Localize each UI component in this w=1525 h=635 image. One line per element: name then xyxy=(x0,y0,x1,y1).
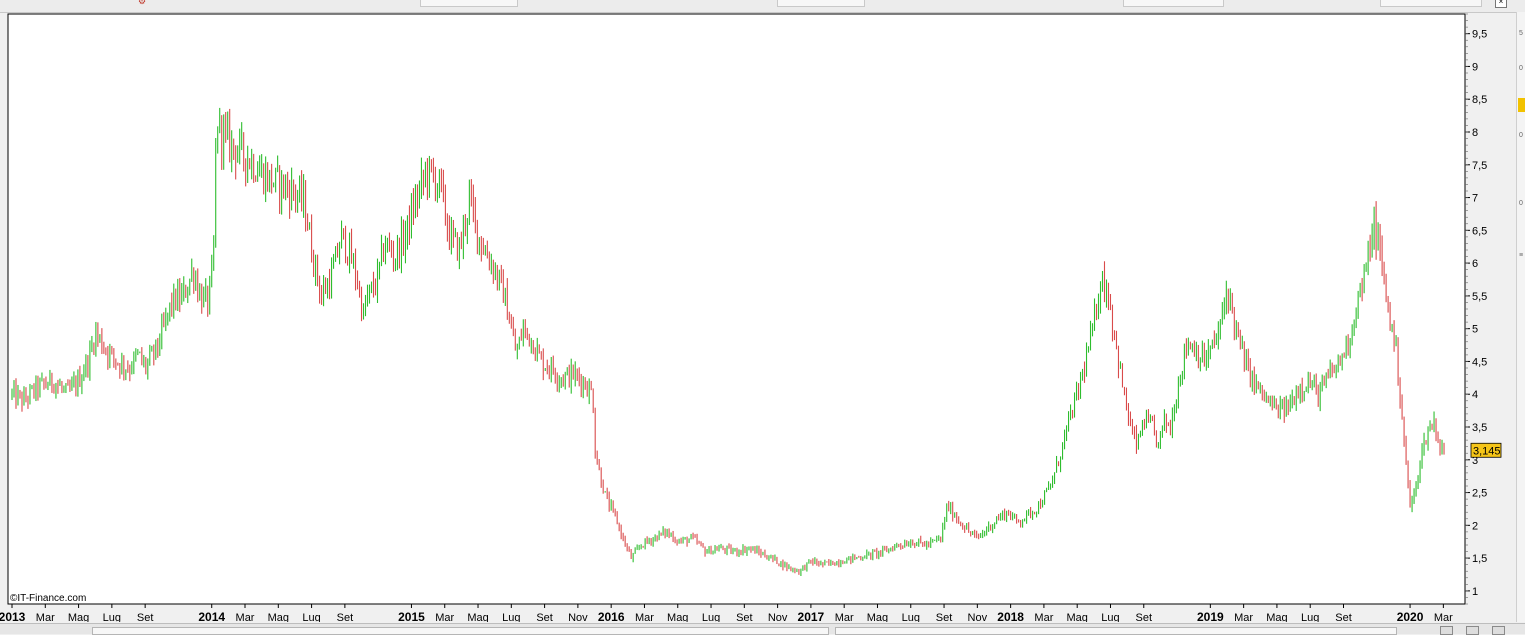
last-price-value: 3,145 xyxy=(1473,445,1501,457)
x-tick-label: Lug xyxy=(302,612,320,622)
y-tick-label: 6 xyxy=(1472,258,1478,270)
x-tick-label: Lug xyxy=(1101,612,1119,622)
status-bar xyxy=(0,623,1525,635)
x-tick-label: Set xyxy=(1136,612,1153,622)
x-tick-label: 2016 xyxy=(598,610,625,622)
x-tick-label: Nov xyxy=(968,612,988,622)
y-tick-label: 7 xyxy=(1472,193,1478,205)
y-tick-label: 8,5 xyxy=(1472,94,1487,106)
x-tick-label: Nov xyxy=(768,612,788,622)
y-tick-label: 6,5 xyxy=(1472,225,1487,237)
close-icon[interactable]: × xyxy=(1495,0,1507,8)
x-tick-label: Mar xyxy=(236,612,255,622)
x-tick-label: 2015 xyxy=(398,610,425,622)
x-tick-label: Nov xyxy=(568,612,588,622)
y-tick-label: 4,5 xyxy=(1472,356,1487,368)
y-tick-label: 4 xyxy=(1472,389,1478,401)
status-field xyxy=(835,627,1397,635)
x-tick-label: Lug xyxy=(702,612,720,622)
x-tick-label: Mar xyxy=(835,612,854,622)
indicator-icon[interactable]: ⚙ xyxy=(138,0,147,6)
y-tick-label: 5 xyxy=(1472,324,1478,336)
x-tick-label: Mar xyxy=(36,612,55,622)
x-tick-label: Lug xyxy=(1301,612,1319,622)
side-price-marker xyxy=(1518,98,1525,112)
search-icon[interactable] xyxy=(1466,626,1479,635)
x-tick-label: Lug xyxy=(502,612,520,622)
y-tick-label: 9 xyxy=(1472,61,1478,73)
y-tick-label: 2,5 xyxy=(1472,488,1487,500)
scroll-track[interactable] xyxy=(92,627,829,635)
x-tick-label: 2020 xyxy=(1397,610,1424,622)
x-tick-label: Lug xyxy=(103,612,121,622)
y-tick-label: 1,5 xyxy=(1472,553,1487,565)
zoom-button[interactable] xyxy=(1440,626,1453,635)
x-tick-label: Mar xyxy=(635,612,654,622)
y-tick-label: 5,5 xyxy=(1472,291,1487,303)
x-tick-label: Mag xyxy=(667,612,688,622)
y-axis: 1 1,5 2 2,5 3 3,5 4 4,5 5 5,5 6 6,5 7 7,5 8 8,5 9 9,5 xyxy=(1465,13,1487,605)
price-series xyxy=(11,107,1445,577)
x-tick-label: 2018 xyxy=(997,610,1024,622)
watermark-text: ©IT-Finance.com xyxy=(10,593,86,604)
y-tick-label: 1 xyxy=(1472,586,1478,598)
y-tick-label: 7,5 xyxy=(1472,160,1487,172)
side-panel: 5 0 0 0 ≡ xyxy=(1516,12,1525,622)
last-price-label: 3,145 xyxy=(1470,442,1502,458)
x-axis: 2013 Mar Mag Lug Set 2014 Mar Mag Lug Set 2015 Mar M… xyxy=(0,604,1453,622)
x-tick-label: Mag xyxy=(867,612,888,622)
y-tick-label: 8 xyxy=(1472,127,1478,139)
x-tick-label: 2017 xyxy=(798,610,825,622)
plot-area xyxy=(7,13,1466,605)
x-tick-label: 2019 xyxy=(1197,610,1224,622)
x-tick-label: Mag xyxy=(467,612,488,622)
y-tick-label: 2 xyxy=(1472,520,1478,532)
toolbar-field-2[interactable] xyxy=(777,0,865,7)
toolbar: ⚙ × xyxy=(0,0,1525,13)
y-tick-label: 3 xyxy=(1472,455,1478,467)
toolbar-field-1[interactable] xyxy=(420,0,518,7)
toolbar-field-3[interactable] xyxy=(1123,0,1224,7)
y-tick-label: 9,5 xyxy=(1472,29,1487,41)
toolbar-field-4[interactable] xyxy=(1380,0,1482,7)
x-tick-label: Lug xyxy=(902,612,920,622)
x-tick-label: Mar xyxy=(1434,612,1453,622)
x-tick-label: Mag xyxy=(1066,612,1087,622)
x-tick-label: Mar xyxy=(1034,612,1053,622)
x-tick-label: Set xyxy=(1335,612,1352,622)
price-chart[interactable]: 1 1,5 2 2,5 3 3,5 4 4,5 5 5,5 6 6,5 7 7,5 8 8,5 9 9,5 201… xyxy=(0,0,1516,622)
x-tick-label: 2013 xyxy=(0,610,26,622)
x-tick-label: Mag xyxy=(1266,612,1287,622)
x-tick-label: Mag xyxy=(268,612,289,622)
x-tick-label: 2014 xyxy=(198,610,225,622)
y-tick-label: 3,5 xyxy=(1472,422,1487,434)
x-tick-label: Set xyxy=(936,612,953,622)
x-tick-label: Set xyxy=(736,612,753,622)
x-tick-label: Mar xyxy=(1234,612,1253,622)
last-price-box xyxy=(1470,442,1502,458)
x-tick-label: Set xyxy=(536,612,553,622)
x-tick-label: Set xyxy=(137,612,154,622)
x-tick-label: Mar xyxy=(435,612,454,622)
x-tick-label: Set xyxy=(337,612,354,622)
x-tick-label: Mag xyxy=(68,612,89,622)
settings-icon[interactable] xyxy=(1492,626,1505,635)
